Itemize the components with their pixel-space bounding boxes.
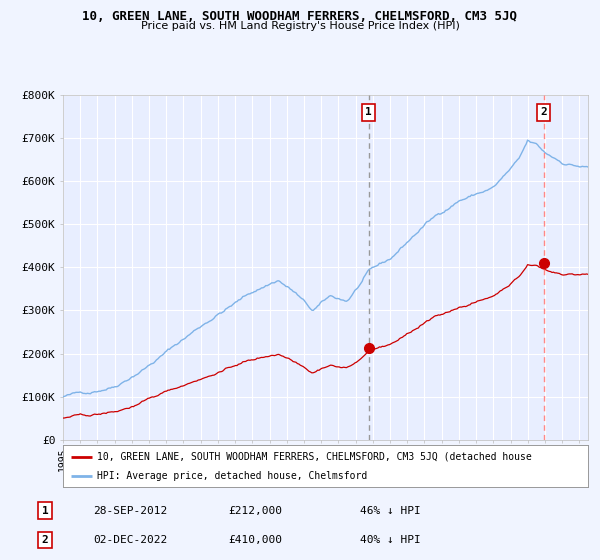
Text: 2: 2 [41, 535, 49, 545]
Text: 1: 1 [41, 506, 49, 516]
Text: 40% ↓ HPI: 40% ↓ HPI [360, 535, 421, 545]
Text: 10, GREEN LANE, SOUTH WOODHAM FERRERS, CHELMSFORD, CM3 5JQ (detached house: 10, GREEN LANE, SOUTH WOODHAM FERRERS, C… [97, 451, 532, 461]
Text: 02-DEC-2022: 02-DEC-2022 [93, 535, 167, 545]
Text: 28-SEP-2012: 28-SEP-2012 [93, 506, 167, 516]
Text: £212,000: £212,000 [228, 506, 282, 516]
Text: 10, GREEN LANE, SOUTH WOODHAM FERRERS, CHELMSFORD, CM3 5JQ: 10, GREEN LANE, SOUTH WOODHAM FERRERS, C… [83, 10, 517, 23]
Text: 2: 2 [540, 108, 547, 118]
Text: HPI: Average price, detached house, Chelmsford: HPI: Average price, detached house, Chel… [97, 471, 367, 481]
Text: 1: 1 [365, 108, 372, 118]
Text: Price paid vs. HM Land Registry's House Price Index (HPI): Price paid vs. HM Land Registry's House … [140, 21, 460, 31]
Text: £410,000: £410,000 [228, 535, 282, 545]
Text: 46% ↓ HPI: 46% ↓ HPI [360, 506, 421, 516]
